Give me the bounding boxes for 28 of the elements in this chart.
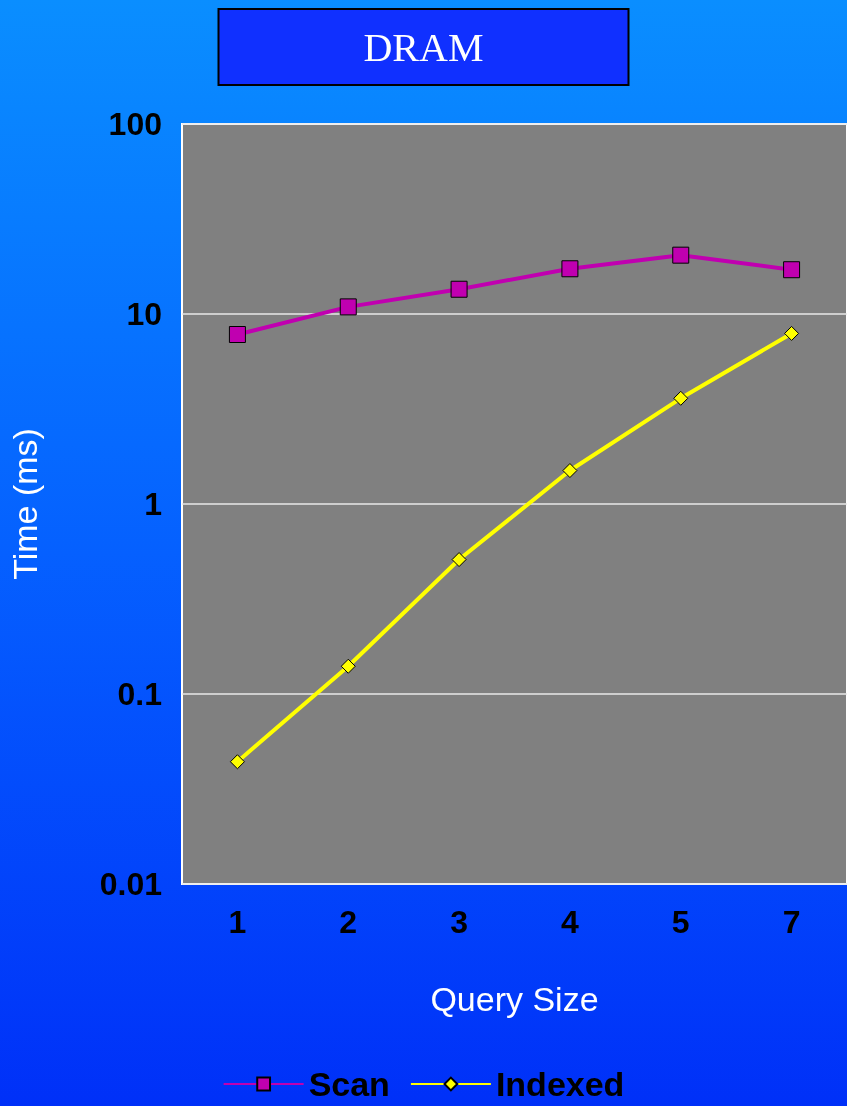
y-tick-label: 100 <box>108 106 162 142</box>
point <box>783 261 801 279</box>
legend-label: Scan <box>308 1065 390 1103</box>
point <box>451 552 467 568</box>
x-tick-label: 5 <box>671 904 690 940</box>
x-tick-label: 4 <box>561 904 580 940</box>
point <box>228 326 246 343</box>
y-tick-label: 10 <box>126 296 162 332</box>
y-tick-label: 1 <box>144 486 162 522</box>
legend-label: Indexed <box>495 1065 625 1103</box>
point <box>450 280 468 298</box>
point <box>229 754 245 770</box>
chart-title: DRAM <box>363 24 484 70</box>
point <box>339 298 357 316</box>
x-tick-label: 7 <box>782 904 801 940</box>
point <box>672 246 690 264</box>
x-tick-label: 2 <box>339 904 358 940</box>
y-axis-title: Time (ms) <box>6 428 44 580</box>
point <box>561 260 579 278</box>
x-tick-label: 1 <box>228 904 247 940</box>
point <box>784 325 800 341</box>
point <box>562 463 578 479</box>
x-axis-title: Query Size <box>430 980 599 1018</box>
y-tick-label: 0.01 <box>99 866 162 902</box>
x-tick-label: 3 <box>450 904 468 940</box>
point <box>673 390 689 406</box>
point <box>340 658 356 674</box>
y-tick-label: 0.1 <box>117 676 162 712</box>
